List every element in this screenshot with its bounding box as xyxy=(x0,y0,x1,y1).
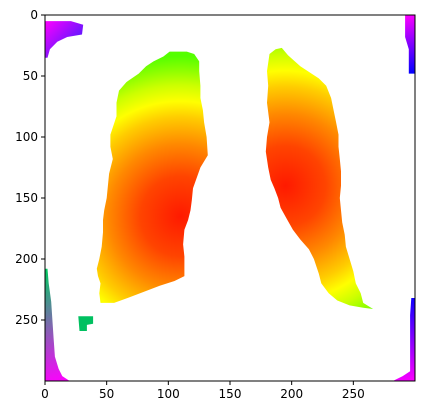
x-tick-label: 50 xyxy=(99,387,114,401)
image-layer xyxy=(45,15,415,381)
y-tick-label: 0 xyxy=(30,8,38,22)
region-left-lung xyxy=(96,51,208,303)
y-tick-label: 150 xyxy=(15,191,38,205)
region-bottom-right-corner xyxy=(392,298,415,381)
y-tick-label: 200 xyxy=(15,252,38,266)
region-bottom-left-corner xyxy=(45,268,70,381)
x-tick-label: 0 xyxy=(41,387,49,401)
x-tick-label: 250 xyxy=(342,387,365,401)
x-tick-label: 200 xyxy=(280,387,303,401)
plot-background xyxy=(45,15,415,381)
y-tick-label: 50 xyxy=(23,69,38,83)
x-tick-label: 100 xyxy=(157,387,180,401)
region-top-left-corner xyxy=(45,21,84,58)
region-right-lung xyxy=(265,47,374,310)
y-tick-label: 100 xyxy=(15,130,38,144)
region-small-blob xyxy=(78,316,94,331)
region-top-right-corner xyxy=(405,15,415,74)
x-tick-label: 150 xyxy=(219,387,242,401)
axes-layer: 0 50 100 150 200 250 0 50 100 150 200 250 xyxy=(15,8,416,401)
y-tick-label: 250 xyxy=(15,313,38,327)
